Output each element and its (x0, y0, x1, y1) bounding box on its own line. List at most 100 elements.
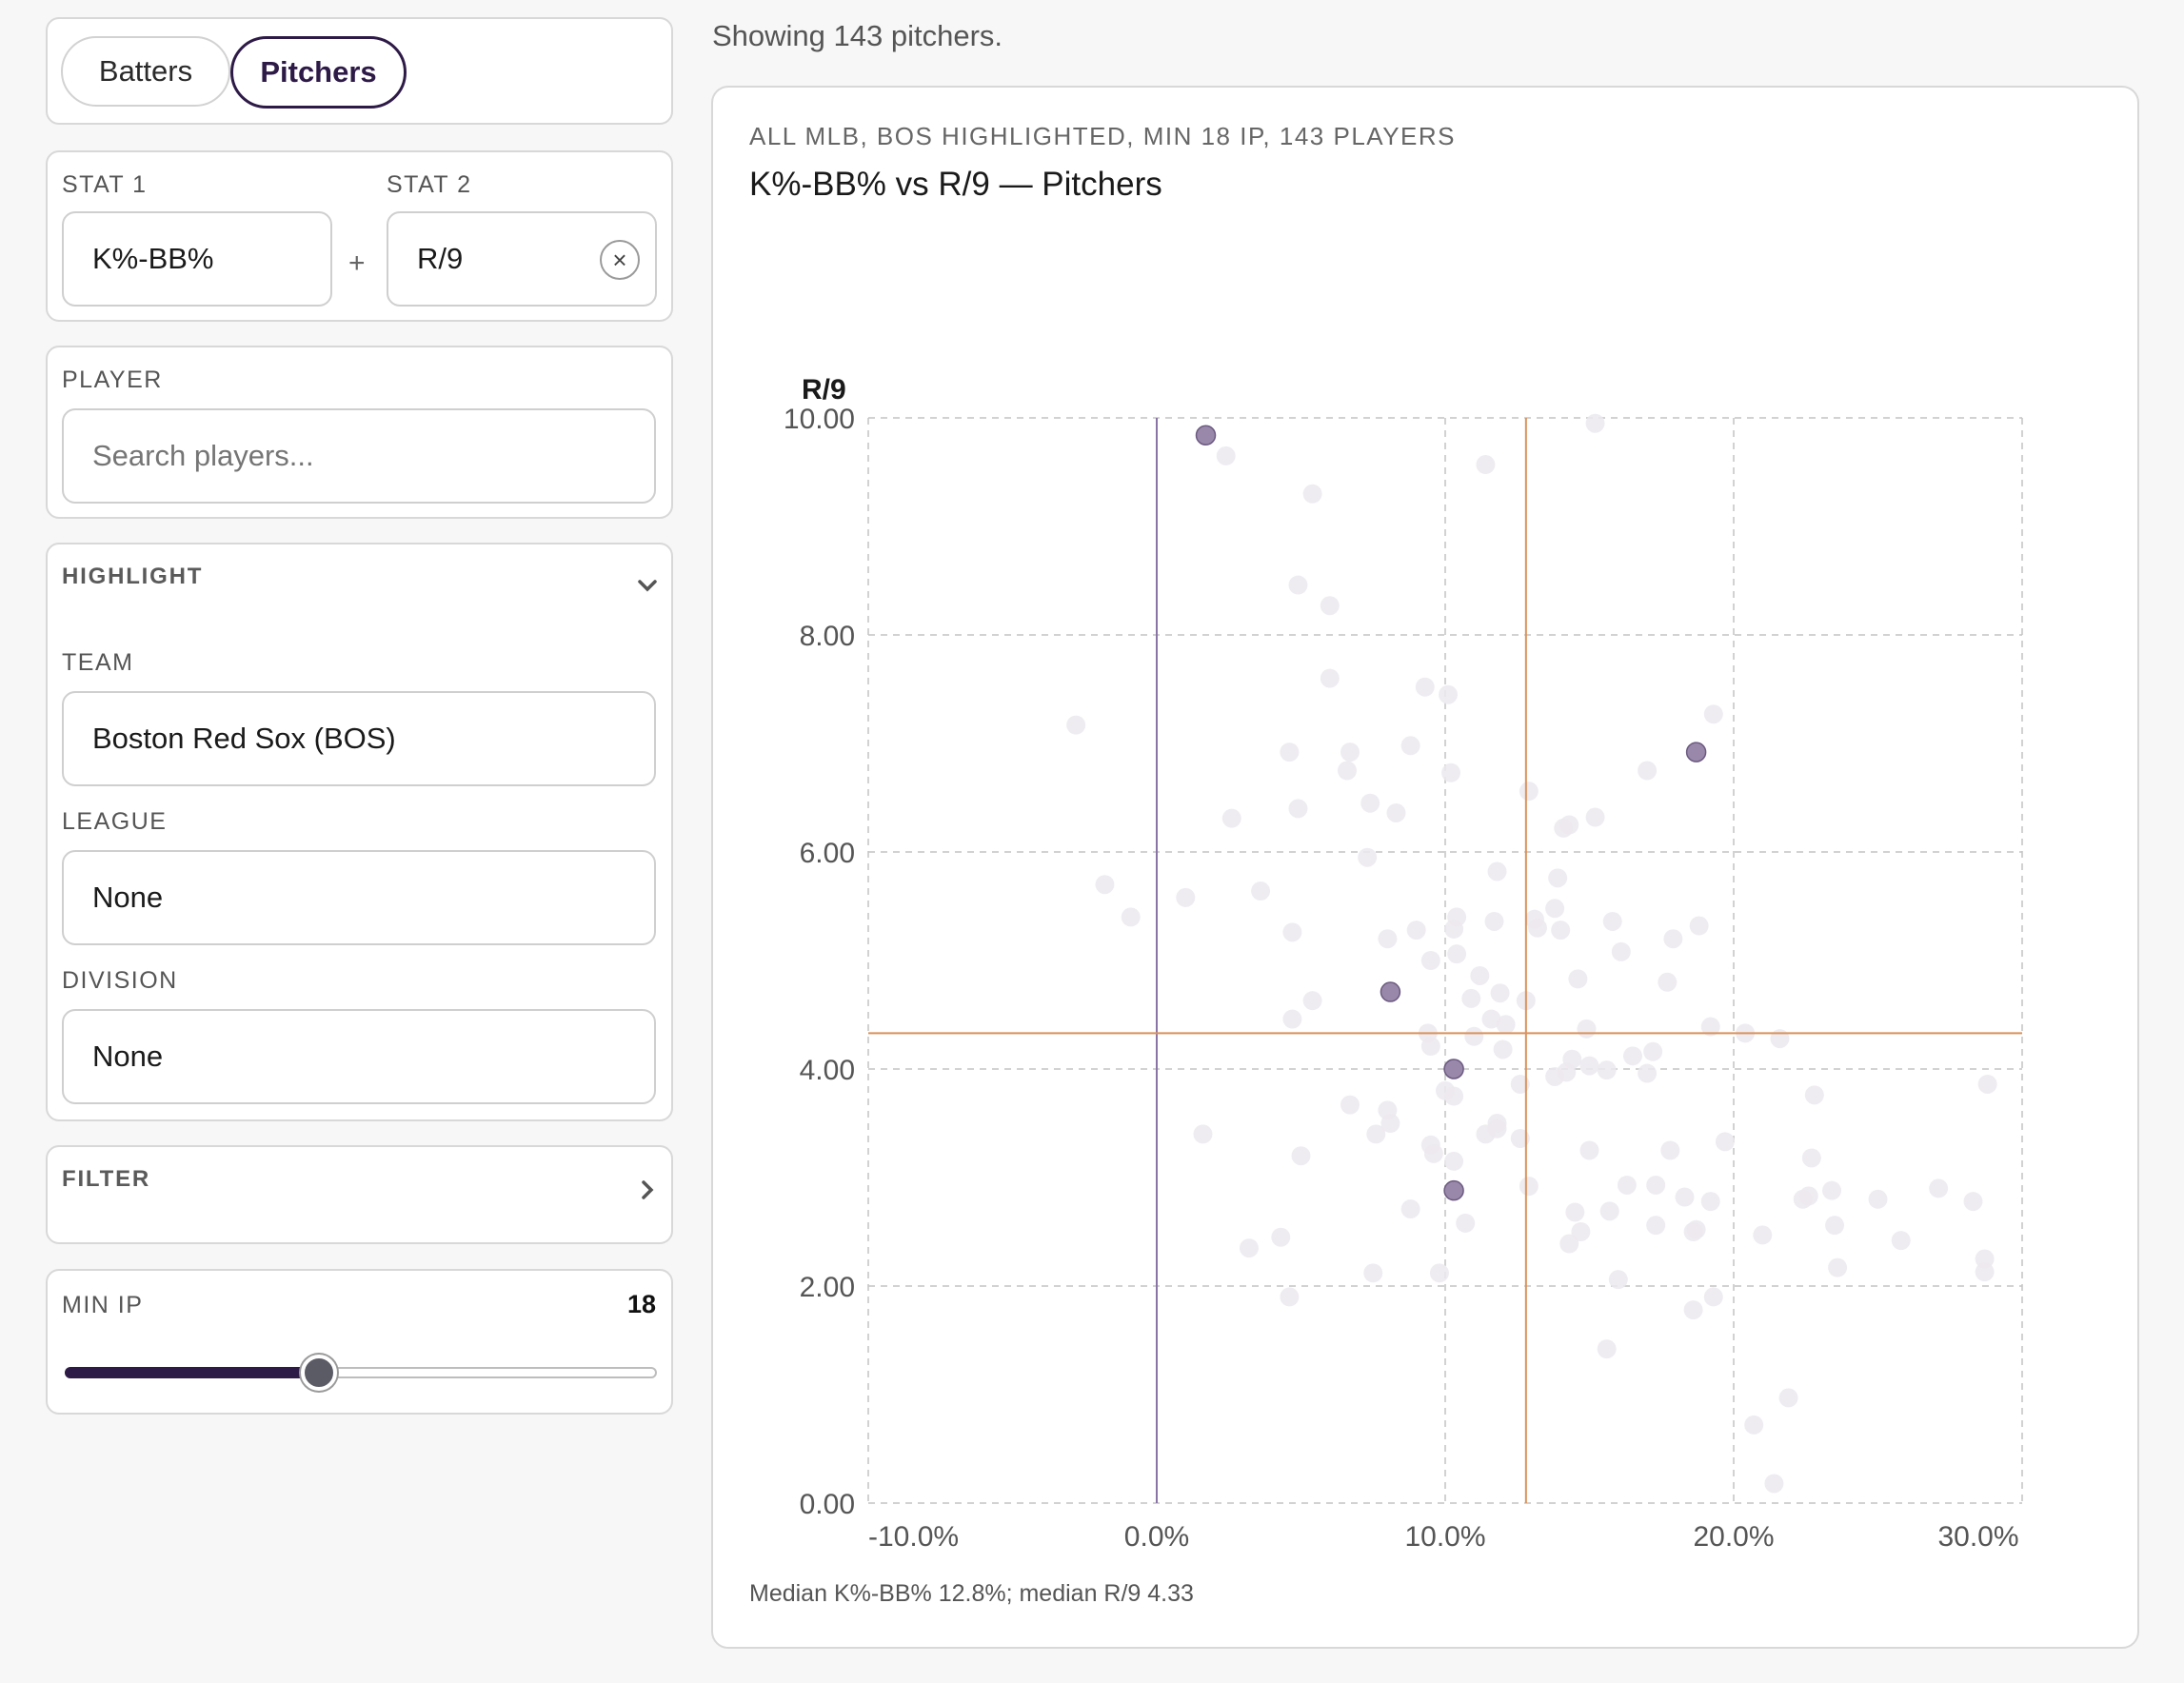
data-point-other (1545, 1066, 1565, 1086)
data-point-other (1753, 1225, 1773, 1245)
data-point-other (1441, 762, 1461, 782)
division-select[interactable]: None (62, 1009, 656, 1104)
data-point-other (1703, 704, 1723, 724)
data-point-other (1660, 1140, 1680, 1160)
data-point-other (1456, 1213, 1476, 1233)
filter-panel[interactable]: FILTER (46, 1145, 673, 1244)
team-label: TEAM (62, 649, 134, 676)
data-point-other (1193, 1124, 1213, 1144)
batters-tab[interactable]: Batters (61, 36, 230, 107)
data-point-other (1519, 1177, 1539, 1197)
stat2-value: R/9 (417, 242, 464, 275)
x-tick-label: 10.0% (1404, 1521, 1485, 1553)
data-point-other (1415, 677, 1435, 697)
data-point-other (1095, 875, 1115, 895)
data-point-other (1663, 929, 1683, 949)
data-point-other (1291, 1146, 1311, 1166)
data-point-other (1545, 899, 1565, 919)
data-point-other (1378, 929, 1398, 949)
data-point-other (1585, 807, 1605, 827)
clear-stat2-button[interactable]: × (600, 240, 640, 280)
data-point-other (1066, 715, 1086, 735)
data-point-other (1548, 868, 1568, 888)
stat1-label: STAT 1 (62, 171, 148, 198)
plus-sign: + (348, 248, 366, 279)
data-point-other (1282, 1009, 1302, 1029)
data-point-bos (1380, 981, 1401, 1002)
data-point-other (1380, 1114, 1400, 1133)
data-point-other (1798, 1186, 1818, 1206)
data-point-other (1358, 847, 1378, 867)
chart-title: K%-BB% vs R/9 — Pitchers (749, 166, 1162, 203)
data-point-other (1484, 911, 1504, 931)
filter-title: FILTER (62, 1166, 151, 1192)
highlight-header[interactable]: HIGHLIGHT (48, 544, 671, 611)
player-search-input[interactable] (62, 408, 656, 504)
data-point-other (1519, 782, 1539, 802)
data-point-other (1700, 1017, 1720, 1037)
data-point-other (1490, 983, 1510, 1003)
data-point-other (1551, 921, 1571, 940)
status-text: Showing 143 pitchers. (712, 19, 1003, 52)
data-point-other (1280, 742, 1300, 762)
data-point-other (1386, 802, 1406, 822)
data-point-other (1683, 1300, 1703, 1320)
data-point-other (1444, 919, 1464, 939)
data-point-other (1703, 1287, 1723, 1307)
data-point-other (1977, 1074, 1997, 1094)
data-point-other (1366, 1124, 1386, 1144)
data-point-other (1464, 1026, 1484, 1046)
slider-thumb[interactable] (301, 1355, 338, 1391)
team-value: Boston Red Sox (BOS) (92, 722, 396, 755)
data-point-other (1764, 1474, 1784, 1494)
data-point-other (1715, 1132, 1735, 1152)
data-point-other (1646, 1175, 1666, 1195)
division-label: DIVISION (62, 967, 178, 994)
data-point-other (1646, 1216, 1666, 1236)
data-point-bos (1443, 1179, 1464, 1201)
data-point-other (1444, 1151, 1464, 1171)
min-ip-slider[interactable] (65, 1355, 657, 1393)
min-ip-label: MIN IP (62, 1292, 144, 1318)
data-point-other (1579, 1056, 1599, 1076)
player-type-toggle-panel: Batters Pitchers (46, 17, 673, 125)
data-point-other (1675, 1187, 1695, 1207)
min-ip-value: 18 (626, 1290, 656, 1318)
data-point-other (1825, 1216, 1845, 1236)
data-point-other (1271, 1227, 1291, 1247)
chevron-down-icon (638, 580, 657, 592)
data-point-other (1176, 887, 1196, 907)
data-point-other (1251, 881, 1271, 901)
data-point-other (1420, 951, 1440, 970)
data-point-other (1439, 684, 1459, 704)
data-point-other (1579, 1140, 1599, 1160)
data-point-other (1622, 1046, 1642, 1066)
league-label: LEAGUE (62, 808, 168, 835)
data-point-other (1778, 1388, 1798, 1408)
scatter-plot: -10.0% 0.0% 10.0% 20.0% 30.0% 0.00 2.00 4.00 6.0… (784, 374, 2023, 1553)
highlight-title: HIGHLIGHT (62, 564, 204, 589)
y-tick-label: 6.00 (800, 838, 855, 869)
stat2-select[interactable]: R/9 × (387, 211, 657, 307)
chevron-right-icon (642, 1180, 654, 1199)
data-point-other (1320, 668, 1340, 688)
player-panel: PLAYER (46, 346, 673, 519)
data-point-other (1420, 1037, 1440, 1057)
pitchers-tab[interactable]: Pitchers (230, 36, 407, 109)
data-point-other (1527, 918, 1547, 938)
league-select[interactable]: None (62, 850, 656, 945)
data-point-other (1429, 1263, 1449, 1283)
x-tick-label: -10.0% (868, 1521, 959, 1553)
data-point-other (1221, 808, 1241, 828)
data-point-other (1461, 988, 1481, 1008)
data-point-other (1804, 1085, 1824, 1105)
data-point-other (1617, 1175, 1637, 1195)
division-value: None (92, 1040, 164, 1073)
data-point-other (1302, 991, 1322, 1011)
data-point-other (1363, 1263, 1383, 1283)
y-tick-label: 4.00 (800, 1055, 855, 1086)
stat1-select[interactable]: K%-BB% (62, 211, 332, 307)
team-select[interactable]: Boston Red Sox (BOS) (62, 691, 656, 786)
data-point-other (1700, 1192, 1720, 1212)
stat2-label: STAT 2 (387, 171, 472, 198)
